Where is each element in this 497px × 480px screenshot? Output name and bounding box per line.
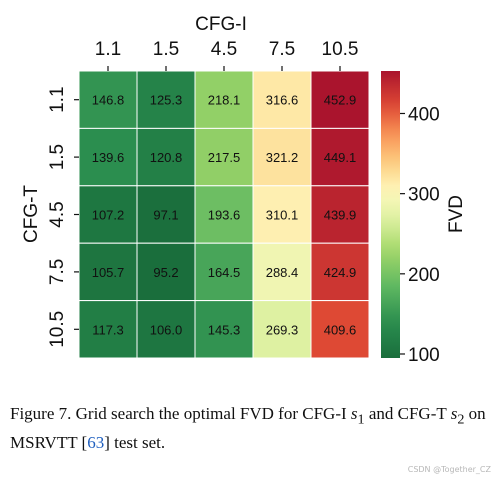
- x-tick-label: 7.5: [269, 39, 295, 60]
- x-tick-label: 1.5: [153, 39, 179, 60]
- heatmap-cell: [194, 300, 254, 359]
- x-tick-label: 1.1: [95, 39, 121, 60]
- cell-value-label: 321.2: [266, 150, 299, 165]
- cell-value-label: 217.5: [208, 150, 241, 165]
- heatmap-cells: [78, 70, 370, 359]
- cell-value-label: 452.9: [324, 93, 357, 108]
- colorbar-tick-label: 200: [408, 265, 440, 286]
- fvd-heatmap-chart: 146.8 125.3 218.1 316.6 452.9 139.6 120.8 217.5…: [21, 14, 467, 366]
- colorbar-tick-label: 100: [408, 345, 440, 366]
- colorbar-ticks: 100 200 300 400: [400, 104, 440, 366]
- caption-s1-sub: 1: [357, 411, 365, 428]
- cell-value-label: 269.3: [266, 322, 299, 337]
- caption-suffix: ] test set.: [104, 433, 166, 453]
- caption-citation-link[interactable]: 63: [87, 433, 105, 453]
- cell-value-label: 105.7: [92, 265, 125, 280]
- cell-value-label: 120.8: [150, 150, 183, 165]
- heatmap-cell: [310, 127, 370, 187]
- caption-s1-var: s: [350, 404, 358, 423]
- heatmap-cell: [310, 242, 370, 302]
- cell-value-label: 288.4: [266, 265, 299, 280]
- heatmap-cell: [310, 300, 370, 359]
- caption-s2-var: s: [450, 404, 458, 423]
- figure-caption: Figure 7. Grid search the optimal FVD fo…: [10, 402, 490, 455]
- cell-value-label: 409.6: [324, 322, 357, 337]
- heatmap-cell: [136, 185, 196, 244]
- colorbar-tick-label: 400: [408, 104, 440, 125]
- heatmap-cell: [78, 300, 138, 359]
- heatmap-cell-labels: 146.8 125.3 218.1 316.6 452.9 139.6 120.8 217.5…: [92, 93, 357, 338]
- cell-value-label: 439.9: [324, 208, 357, 223]
- x-tick-label: 10.5: [322, 39, 359, 60]
- cell-value-label: 97.1: [153, 208, 178, 223]
- caption-s2-sub: 2: [457, 411, 465, 428]
- heatmap-cell: [136, 70, 196, 129]
- cell-value-label: 125.3: [150, 93, 183, 108]
- colorbar-title: FVD: [446, 195, 467, 233]
- y-tick-label: 10.5: [47, 311, 68, 348]
- y-tick-label: 1.1: [47, 86, 68, 112]
- heatmap-cell: [78, 70, 138, 129]
- cell-value-label: 310.1: [266, 208, 299, 223]
- y-axis: 1.1 1.5 4.5 7.5 10.5: [47, 86, 79, 348]
- y-tick-label: 4.5: [47, 201, 68, 227]
- heatmap-cell: [194, 127, 254, 187]
- cell-value-label: 146.8: [92, 93, 125, 108]
- cell-value-label: 145.3: [208, 322, 241, 337]
- heatmap-cell: [252, 185, 312, 244]
- x-tick-label: 4.5: [211, 39, 237, 60]
- x-axis-title: CFG-I: [195, 14, 247, 35]
- cell-value-label: 424.9: [324, 265, 357, 280]
- caption-prefix: Figure 7. Grid search the optimal FVD fo…: [10, 404, 351, 423]
- cell-value-label: 107.2: [92, 208, 125, 223]
- cell-value-label: 117.3: [92, 322, 124, 337]
- cell-value-label: 218.1: [208, 93, 241, 108]
- cell-value-label: 449.1: [324, 150, 357, 165]
- colorbar-gradient: [381, 71, 400, 358]
- y-axis-title: CFG-T: [21, 185, 42, 243]
- cell-value-label: 193.6: [208, 208, 241, 223]
- cell-value-label: 95.2: [153, 265, 178, 280]
- cell-value-label: 139.6: [92, 150, 125, 165]
- x-axis: 1.1 1.5 4.5 7.5 10.5: [95, 39, 359, 71]
- colorbar: 100 200 300 400 FVD: [381, 71, 467, 366]
- cell-value-label: 316.6: [266, 93, 299, 108]
- watermark: CSDN @Together_CZ: [407, 465, 491, 474]
- heatmap-cell: [136, 300, 196, 359]
- colorbar-tick-label: 300: [408, 185, 440, 206]
- cell-value-label: 106.0: [150, 322, 183, 337]
- y-tick-label: 1.5: [47, 144, 68, 170]
- heatmap-cell: [194, 242, 254, 302]
- heatmap-cell: [136, 242, 196, 302]
- caption-after: on MSRVTT [: [10, 404, 486, 453]
- caption-middle: and CFG-T: [364, 404, 451, 423]
- heatmap-cell: [252, 242, 312, 302]
- cell-value-label: 164.5: [208, 265, 241, 280]
- y-tick-label: 7.5: [47, 259, 68, 285]
